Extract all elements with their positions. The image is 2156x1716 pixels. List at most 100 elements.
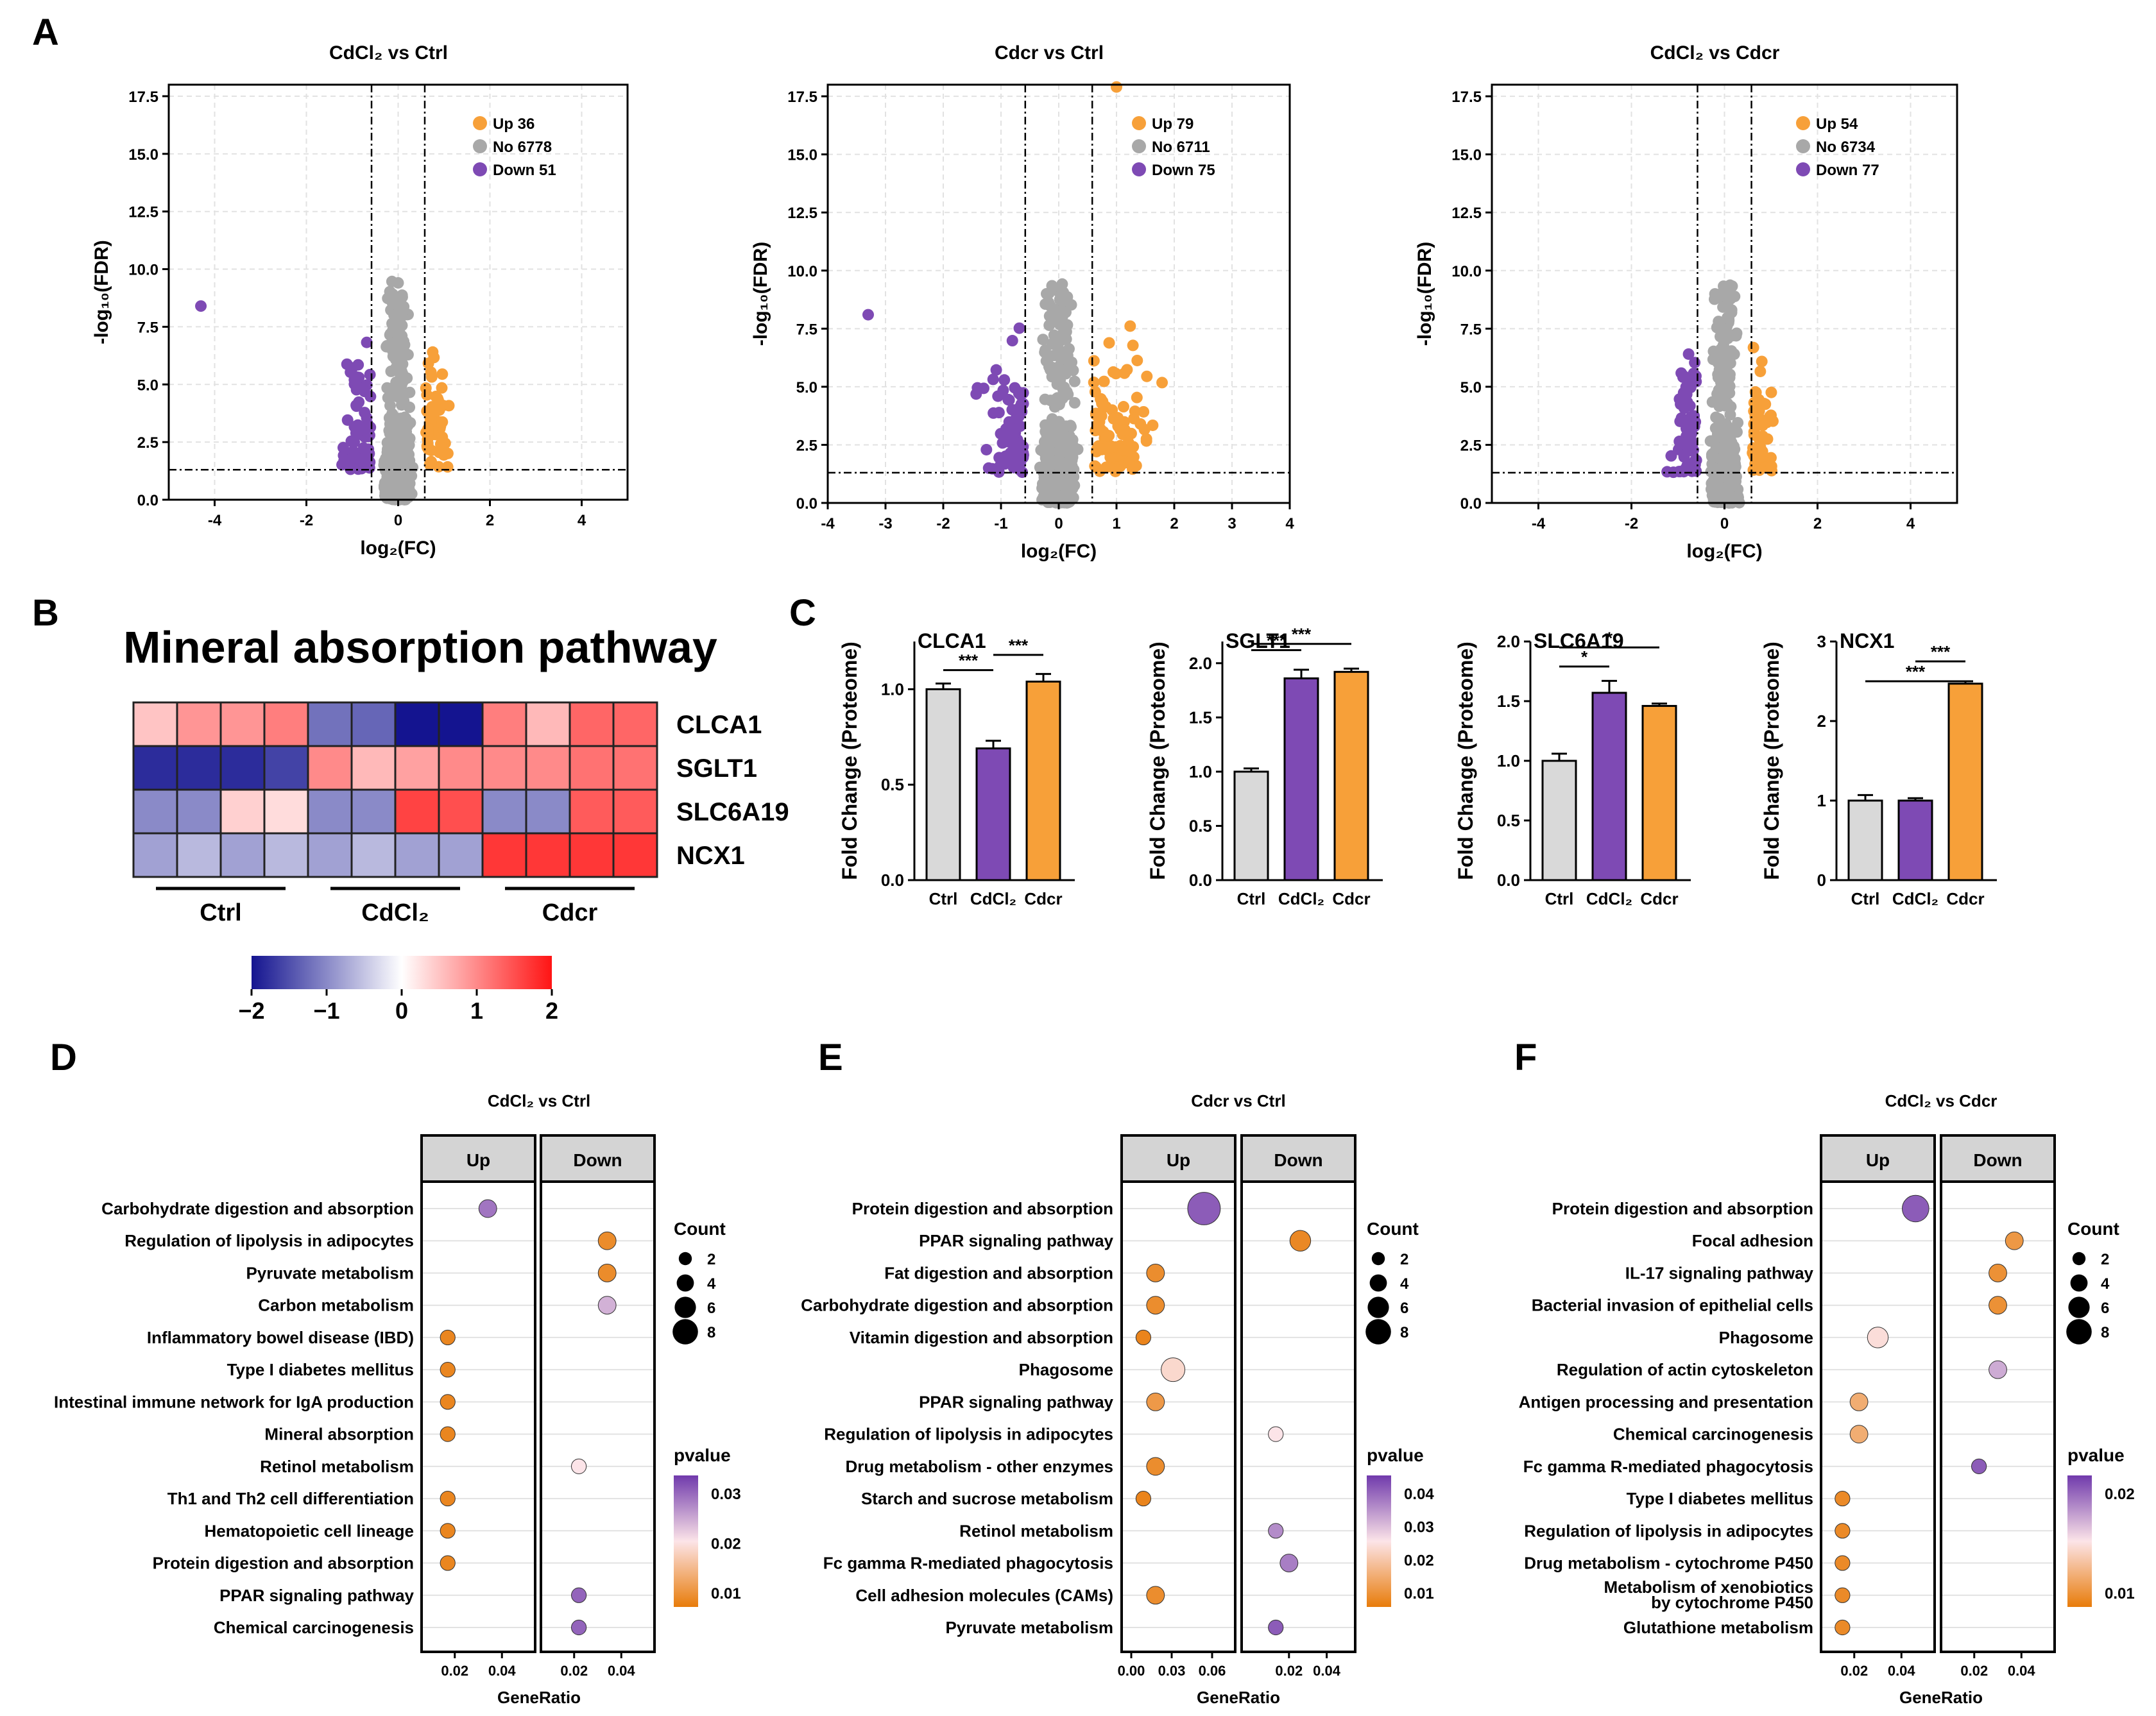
- volcano-point-no: [1724, 380, 1736, 393]
- term-label: Drug metabolism - other enzymes: [845, 1457, 1113, 1476]
- term-label: Type I diabetes mellitus: [1627, 1489, 1813, 1508]
- tick-label: 3: [1228, 515, 1236, 532]
- volcano-point-down: [364, 368, 376, 380]
- volcano-point-no: [389, 471, 401, 484]
- volcano-point-down: [359, 386, 371, 398]
- facet-label: Up: [466, 1150, 490, 1170]
- heatmap-cell: [307, 701, 353, 747]
- tick-label: 17.5: [128, 89, 158, 106]
- x-axis-label: GeneRatio: [1899, 1688, 1983, 1707]
- tick-label: 5.0: [796, 379, 817, 396]
- term-label: by cytochrome P450: [1651, 1593, 1813, 1612]
- tick-label: 10.0: [787, 263, 817, 280]
- legend-title: pvalue: [1367, 1445, 1424, 1465]
- volcano-point-down: [1681, 388, 1693, 400]
- volcano-point-no: [1045, 436, 1057, 448]
- tick-label: 0.0: [796, 495, 817, 513]
- x-axis-label: log₂(FC): [1686, 541, 1762, 562]
- volcano-point-down: [337, 441, 349, 454]
- volcano-point-no: [1724, 293, 1736, 305]
- heatmap-cell: [612, 832, 658, 878]
- volcano-point-up: [1121, 364, 1133, 376]
- volcano-point-down: [1665, 450, 1677, 462]
- term-label: Protein digestion and absorption: [1552, 1199, 1813, 1218]
- x-axis-label: GeneRatio: [497, 1688, 581, 1707]
- bar-charts: 0.0 0.5 1.0 Ctrl CdCl₂ Cdcr CLCA1 Fold Change (…: [838, 625, 1997, 908]
- dot-point: [597, 1264, 617, 1282]
- volcano-point-down: [361, 336, 373, 348]
- volcano-point-no: [1052, 473, 1065, 486]
- volcano-point-no: [1056, 315, 1068, 327]
- legend-label: 8: [707, 1324, 715, 1341]
- tick-label: 2.5: [137, 434, 158, 452]
- term-label: Starch and sucrose metabolism: [861, 1489, 1113, 1508]
- volcano-point-no: [1060, 420, 1072, 432]
- dot-point: [1135, 1329, 1152, 1346]
- volcano-point-down: [354, 424, 366, 436]
- legend-label: 0.02: [1404, 1552, 1434, 1569]
- volcano-point-down: [1686, 465, 1698, 477]
- volcano-point-no: [1046, 371, 1058, 383]
- volcano-point-up: [425, 455, 438, 468]
- volcano-point-down: [341, 414, 354, 426]
- volcano-point-no: [1725, 329, 1737, 341]
- volcano-point-no: [1713, 290, 1725, 302]
- volcano-point-up: [441, 447, 454, 459]
- volcano-point-no: [1043, 319, 1056, 332]
- tick-label: 4: [1285, 515, 1294, 532]
- legend-title: pvalue: [674, 1445, 731, 1465]
- dot-point: [1146, 1264, 1165, 1282]
- tick-label: 4: [578, 512, 586, 529]
- tick-label: 2: [486, 512, 494, 529]
- facet-frame: [420, 1180, 536, 1653]
- heatmap-cell: [219, 788, 266, 835]
- legend-marker: [1369, 1274, 1387, 1292]
- dot-point: [597, 1296, 617, 1315]
- volcano-point-down: [347, 434, 359, 446]
- heatmap-group-label: Ctrl: [200, 899, 241, 926]
- category-label: Ctrl: [929, 889, 958, 908]
- tick-label: 2.5: [1460, 437, 1482, 454]
- heatmap-cell: [438, 832, 484, 878]
- volcano-point-down: [350, 399, 363, 411]
- volcano-point-no: [397, 305, 409, 318]
- volcano-point-down: [1007, 429, 1020, 441]
- legend-label: 0.01: [2105, 1585, 2135, 1602]
- volcano-point-down: [1678, 449, 1690, 461]
- volcano-point-up: [1131, 354, 1143, 366]
- facet-label: Up: [1167, 1150, 1190, 1170]
- tick-label: 0.5: [1497, 811, 1520, 830]
- volcano-point-down: [348, 374, 361, 386]
- facet-label: Down: [573, 1150, 622, 1170]
- volcano-point-no: [1722, 435, 1734, 447]
- tick-label: 0: [1054, 515, 1063, 532]
- legend-label: 4: [1400, 1275, 1409, 1293]
- volcano-point-up: [430, 391, 442, 403]
- volcano-point-no: [1057, 445, 1069, 457]
- volcano-point-no: [1061, 386, 1073, 398]
- volcano-point-down: [982, 462, 995, 474]
- bar-chart: 0 1 2 3 Ctrl CdCl₂ Cdcr NCX1 Fold Change (Proteo…: [1760, 629, 1997, 908]
- tick-label: 2: [1813, 515, 1822, 532]
- volcano-point-up: [420, 382, 432, 394]
- bar-chart: 0.0 0.5 1.0 1.5 2.0 Ctrl CdCl₂ Cdcr SLC6A19 Fold …: [1454, 628, 1691, 908]
- term-label: Mineral absorption: [264, 1425, 414, 1444]
- tick-label: 0: [1817, 871, 1826, 890]
- legend-label: 0.01: [1404, 1585, 1434, 1602]
- legend-marker: [2070, 1274, 2088, 1292]
- bar-chart-title: NCX1: [1840, 629, 1894, 652]
- pvalue-scale: [1367, 1475, 1391, 1607]
- heatmap-cell: [525, 832, 571, 878]
- legend-label: No 6778: [493, 139, 552, 156]
- volcano-point-up: [1093, 465, 1106, 477]
- legend-label: 2: [707, 1251, 715, 1268]
- heatmap-cell: [481, 788, 527, 835]
- volcano-point-no: [390, 376, 402, 388]
- heatmap-cell: [219, 701, 266, 747]
- volcano-point-no: [1072, 443, 1084, 455]
- volcano-point-up: [1098, 375, 1110, 387]
- dot-point: [440, 1394, 456, 1410]
- tick-label: 3: [1817, 632, 1826, 651]
- volcano-point-up: [1110, 368, 1122, 380]
